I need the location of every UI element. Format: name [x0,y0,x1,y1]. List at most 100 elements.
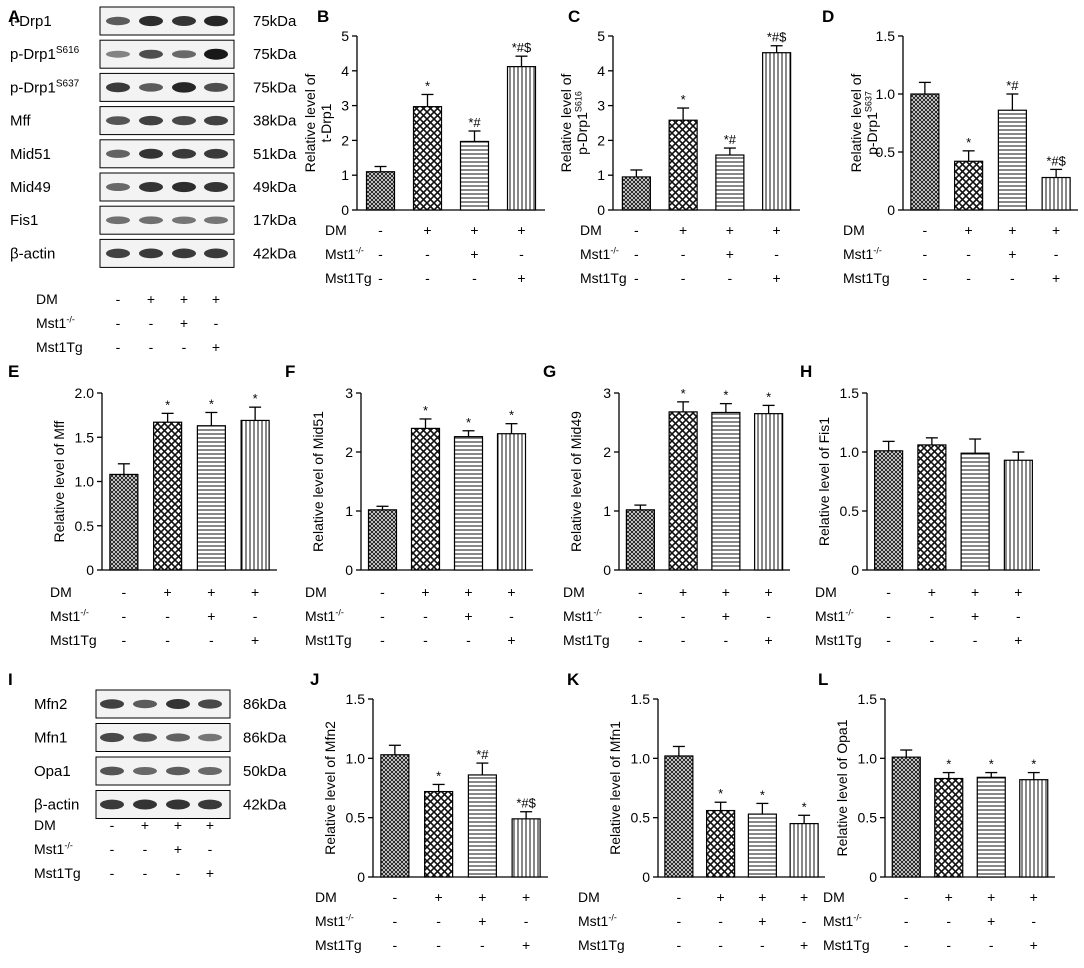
y-tick-label: 4 [597,63,605,79]
significance-mark: * [509,408,514,423]
bar [960,452,990,571]
treatment-label-2: Mst1Tg [325,270,372,286]
treatment-sign: - [519,246,524,262]
blot-size-label: 86kDa [243,696,287,713]
treatment-label-0: DM [325,222,347,238]
treatment-sign: - [904,889,909,905]
blot-band [106,16,130,26]
treatment-sign: - [380,632,385,648]
blot-protein-label: Mid49 [10,179,51,196]
y-tick-label: 1.0 [346,750,366,766]
treatment-sign: - [966,270,971,286]
treatment-sign: - [436,937,441,953]
significance-mark: * [165,397,170,412]
blot-size-label: 86kDa [243,730,287,747]
bar [424,790,454,878]
treatment-sign: - [122,584,127,600]
treatment-sign: + [1014,584,1022,600]
blot-band [139,49,163,59]
chart-panel-B: B 0 1 2 3 4 5 Relative level of t-Drp1 * *# *#$ DM - +… [302,7,545,286]
treatment-sign: + [945,889,953,905]
treatment-label-0: DM [305,584,327,600]
treatment-sign: - [110,865,115,881]
chart-panel-G: G 0 1 2 3 Relative level of Mid49 * * * DM - + + + Mst… [543,362,790,648]
bar [109,473,139,571]
significance-mark: * [766,389,771,404]
treatment-sign: - [946,937,951,953]
blot-band [204,115,228,126]
treatment-sign: + [800,937,808,953]
treatment-sign: - [509,608,514,624]
treatment-sign: + [207,584,215,600]
treatment-sign: - [393,889,398,905]
treatment-sign: + [517,270,525,286]
y-tick-label: 0 [869,869,877,885]
treatment-label-0: DM [815,584,837,600]
blot-band [204,15,228,27]
treatment-sign: + [971,584,979,600]
bar [762,52,792,211]
chart-panel-F: F 0 1 2 3 Relative level of Mid51 * * * DM - + + + Mst… [285,362,533,648]
treatment-sign: - [253,608,258,624]
blot-band [204,148,228,159]
treatment-sign: - [378,270,383,286]
treatment-sign: + [507,632,515,648]
treatment-sign: + [464,584,472,600]
treatment-sign: - [946,913,951,929]
bar [240,419,270,571]
blot-band [106,116,130,125]
treatment-label-2: Mst1Tg [815,632,862,648]
treatment-label-0: DM [843,222,865,238]
blot-size-label: 17kDa [253,212,297,229]
bar [412,106,443,211]
blot-band [166,799,190,810]
treatment-sign: - [886,584,891,600]
y-tick-label: 0 [345,562,353,578]
blot-band [198,767,222,775]
bar [410,427,441,571]
y-tick-label: 1.5 [858,691,878,707]
bar [668,411,698,571]
blot-band [172,248,196,259]
bar [453,436,484,571]
blot-size-label: 75kDa [253,79,297,96]
bar [668,119,698,211]
significance-mark: *# [476,747,489,762]
y-tick-label: 1 [341,167,349,183]
treatment-sign: - [423,608,428,624]
treatment-sign: + [522,889,530,905]
treatment-sign: - [122,608,127,624]
y-tick-label: 0.5 [631,810,651,826]
treatment-label-1: Mst1-/- [34,840,73,857]
significance-mark: * [723,388,728,403]
y-tick-label: 0.5 [75,518,95,534]
blot-size-label: 75kDa [253,13,297,30]
treatment-sign: - [923,222,928,238]
treatment-label-0: DM [50,584,72,600]
panel-letter: H [800,362,812,381]
blot-protein-label: Mfn2 [34,696,67,713]
blot-band [172,16,196,26]
treatment-label-1: Mst1-/- [580,245,619,262]
treatment-sign: + [478,889,486,905]
y-tick-label: 5 [341,28,349,44]
blot-band [172,148,196,159]
significance-mark: * [425,78,430,93]
treatment-sign: + [507,584,515,600]
treatment-label-1: Mst1-/- [815,607,854,624]
significance-mark: * [681,386,686,401]
blot-size-label: 75kDa [253,46,297,63]
bar [625,509,655,571]
blot-band [198,799,222,810]
treatment-sign: + [1030,889,1038,905]
treatment-sign: - [966,246,971,262]
blot-band [139,216,163,225]
treatment-sign: - [681,270,686,286]
blot-protein-label: Opa1 [34,763,71,780]
y-tick-label: 2 [603,444,611,460]
blot-protein-label: p-Drp1S637 [10,78,80,96]
treatment-sign: + [212,291,220,307]
bar [910,93,940,211]
treatment-sign: - [209,632,214,648]
blot-size-label: 49kDa [253,179,297,196]
